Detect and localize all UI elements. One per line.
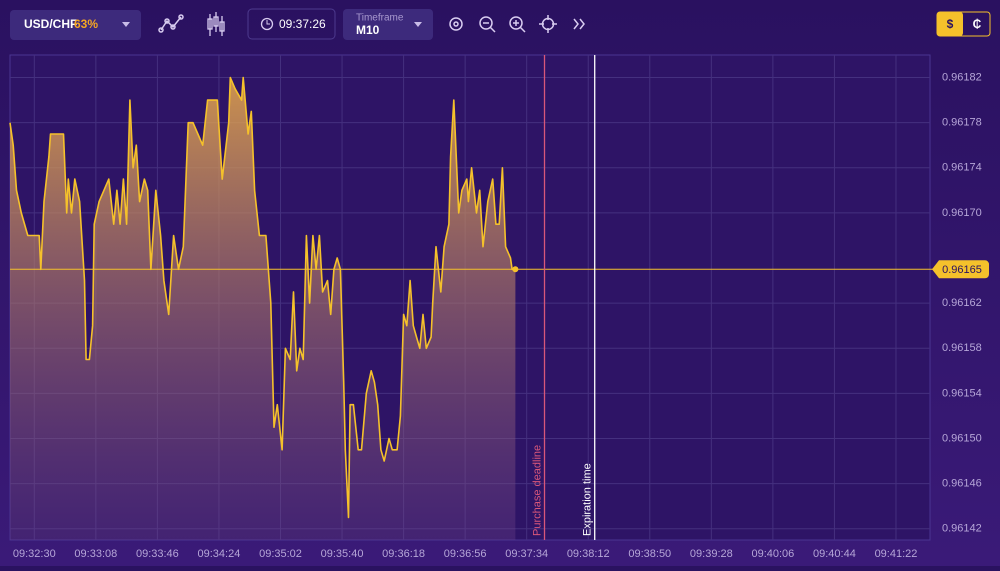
x-tick-label: 09:38:50 (628, 548, 671, 560)
x-tick-label: 09:35:02 (259, 548, 302, 560)
y-tick-label: 0.96150 (942, 432, 982, 444)
x-tick-label: 09:35:40 (321, 548, 364, 560)
y-tick-label: 0.96162 (942, 297, 982, 309)
area-fill (10, 77, 516, 540)
zoom-in-button[interactable] (509, 16, 526, 33)
y-tick-label: 0.96142 (942, 523, 982, 535)
y-tick-label: 0.96174 (942, 162, 982, 174)
crosshair-button[interactable] (539, 15, 557, 33)
currency-demo[interactable]: ₵ (973, 17, 982, 31)
line-chart-button[interactable] (158, 14, 184, 33)
x-tick-label: 09:40:06 (751, 548, 794, 560)
currency-real[interactable]: $ (947, 17, 954, 31)
timeframe-label: Timeframe (356, 13, 404, 24)
y-tick-label: 0.96154 (942, 387, 982, 399)
x-tick-label: 09:33:08 (74, 548, 117, 560)
x-tick-label: 09:39:28 (690, 548, 733, 560)
x-tick-label: 09:37:34 (505, 548, 548, 560)
timeframe: M10 (356, 23, 380, 37)
time-marker-label: Purchase deadline (531, 445, 543, 536)
y-tick-label: 0.96178 (942, 117, 982, 129)
x-tick-label: 09:34:24 (198, 548, 241, 560)
currency-switch[interactable]: $ ₵ (936, 11, 991, 37)
x-tick-label: 09:36:18 (382, 548, 425, 560)
y-tick-label: 0.96158 (942, 342, 982, 354)
x-tick-label: 09:33:46 (136, 548, 179, 560)
more-button[interactable] (573, 18, 585, 30)
y-tick-label: 0.96182 (942, 71, 982, 83)
x-tick-label: 09:38:12 (567, 548, 610, 560)
zoom-out-button[interactable] (479, 16, 496, 33)
x-tick-label: 09:36:56 (444, 548, 487, 560)
y-tick-label: 0.96170 (942, 207, 982, 219)
time-marker-label: Expiration time (582, 463, 594, 536)
current-price-badge (932, 260, 989, 279)
asset-name: USD/CHF (24, 17, 77, 31)
y-tick-label: 0.96146 (942, 478, 982, 490)
chart: 0.96142 0.96146 0.96150 0.96154 0.96158 0.961… (9, 55, 989, 560)
x-tick-label: 09:40:44 (813, 548, 856, 560)
x-tick-label: 09:32:30 (13, 548, 56, 560)
clock-box: 09:37:26 (247, 8, 336, 40)
timeframe-selector[interactable]: Timeframe M10 (343, 9, 433, 40)
settings-button[interactable] (449, 17, 463, 31)
clock: 09:37:26 (279, 17, 326, 31)
asset-selector[interactable]: USD/CHF 63% (10, 10, 141, 40)
current-price-label: 0.96165 (942, 264, 982, 276)
x-tick-label: 09:41:22 (875, 548, 918, 560)
payout: 63% (74, 17, 98, 31)
price-line (9, 76, 516, 519)
candle-chart-button[interactable] (207, 12, 225, 36)
